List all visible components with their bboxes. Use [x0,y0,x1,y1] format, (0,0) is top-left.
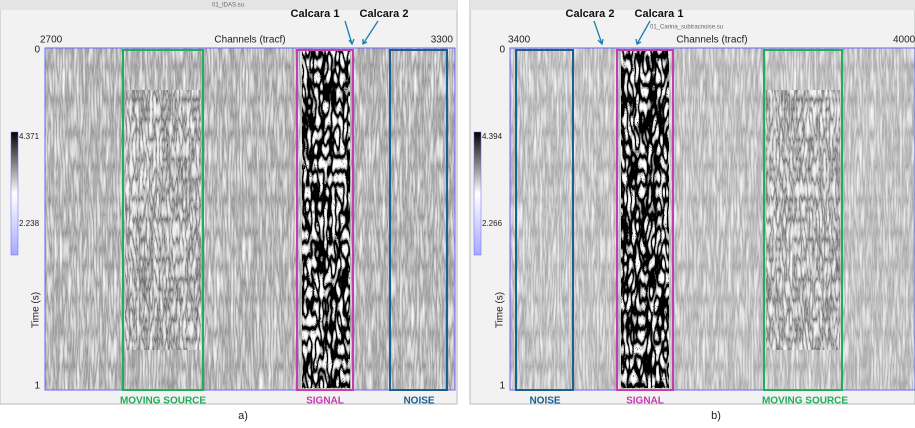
seismic-signal [621,50,669,388]
moving-source-box [763,49,843,391]
arrow [344,20,355,46]
seismic-moving-source [766,90,840,350]
panel-a: 01_IDAS.su Channels (tracf) 2700 3300 0 … [0,0,458,422]
title-bar [470,0,915,10]
annotation: Calcara 1 [291,8,340,20]
seismic-signal [302,50,350,388]
arrow [362,20,379,46]
plot-frame [44,47,456,391]
box-label: MOVING SOURCE [762,396,848,407]
window-title: 01_Carina_subtracnoise.su [650,25,723,31]
seismic-image [510,48,915,390]
annotation: Calcara 2 [360,8,409,20]
signal-box [616,49,674,391]
box-label: MOVING SOURCE [120,396,206,407]
x-tick-label: 3400 [508,35,531,46]
colorbar [10,131,19,256]
box-label: NOISE [529,396,560,407]
y-tick-label: 0 [34,45,40,56]
y-tick-label: 1 [499,381,505,392]
panel-b: 01_Carina_subtracnoise.su Channels (trac… [469,0,915,422]
window-title: 01_IDAS.su [212,3,244,9]
y-axis-label: Time (s) [31,292,42,328]
box-label: SIGNAL [626,396,664,407]
caption: b) [711,410,721,422]
seismic-moving-source [125,90,201,350]
x-axis-label: Channels (tracf) [214,35,285,46]
noise-box [389,49,448,391]
box-label: SIGNAL [306,396,344,407]
x-tick-label: 3300 [431,35,454,46]
signal-box [296,49,354,391]
y-tick-label: 0 [499,45,505,56]
colorbar-label: 4.371 [19,132,40,141]
colorbar [473,131,482,256]
annotation: Calcara 2 [566,8,615,20]
y-tick-label: 1 [34,381,40,392]
box-label: NOISE [403,396,434,407]
annotation: Calcara 1 [635,8,684,20]
x-tick-label: 4000 [893,35,915,46]
colorbar-label: 2.238 [19,219,40,228]
plot-frame [509,47,915,391]
seismic-image [45,48,455,390]
x-tick-label: 2700 [40,35,63,46]
x-axis-label: Channels (tracf) [676,35,747,46]
colorbar-label: 4.394 [482,132,503,141]
moving-source-box [122,49,204,391]
y-axis-label: Time (s) [495,292,506,328]
arrow [593,20,604,46]
arrow [635,20,651,45]
caption: a) [238,410,248,422]
colorbar-label: 2.266 [482,219,503,228]
noise-box [515,49,574,391]
title-bar [0,0,457,10]
